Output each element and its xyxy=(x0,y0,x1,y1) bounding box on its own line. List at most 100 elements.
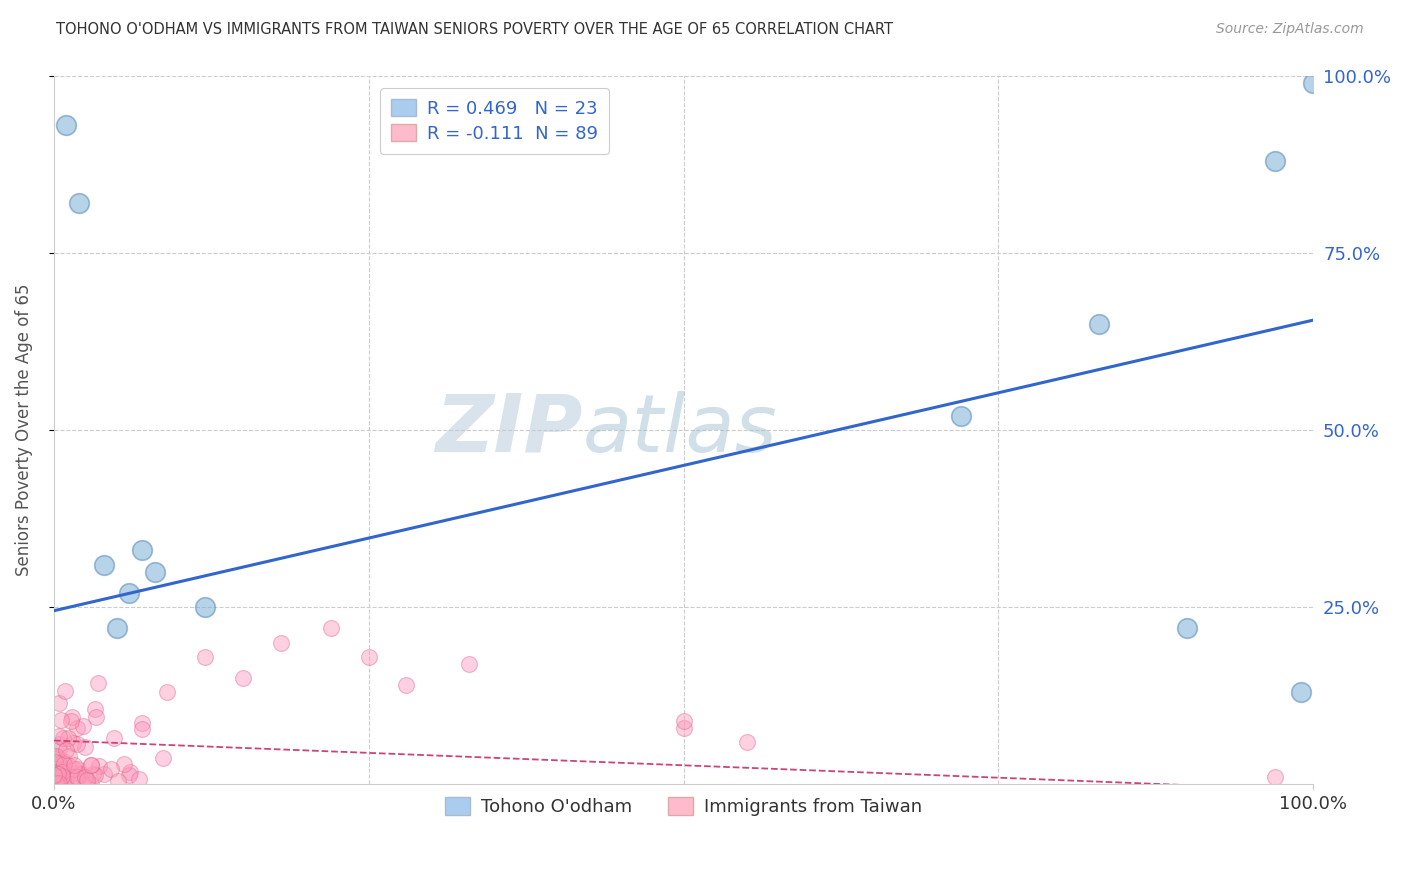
Point xyxy=(82,766,104,780)
Point xyxy=(48,742,70,756)
Point xyxy=(76,772,98,787)
Point xyxy=(118,764,141,779)
Point xyxy=(58,748,80,763)
Point xyxy=(67,196,90,211)
Point xyxy=(131,543,153,558)
Point xyxy=(53,776,76,790)
Point xyxy=(44,756,66,770)
Point xyxy=(949,409,972,423)
Point xyxy=(131,722,153,736)
Point xyxy=(51,774,73,789)
Point xyxy=(80,757,103,772)
Point xyxy=(44,763,66,777)
Point xyxy=(319,622,342,636)
Point xyxy=(80,777,103,791)
Point xyxy=(72,719,94,733)
Point xyxy=(44,775,66,789)
Point xyxy=(45,776,67,790)
Point xyxy=(48,776,70,790)
Point xyxy=(118,768,141,782)
Point xyxy=(48,770,70,784)
Point xyxy=(51,713,73,727)
Point xyxy=(114,757,136,772)
Point xyxy=(194,600,217,615)
Point xyxy=(48,729,70,743)
Point xyxy=(52,731,75,745)
Point xyxy=(73,770,96,784)
Point xyxy=(107,773,129,788)
Point xyxy=(735,735,758,749)
Text: TOHONO O'ODHAM VS IMMIGRANTS FROM TAIWAN SENIORS POVERTY OVER THE AGE OF 65 CORR: TOHONO O'ODHAM VS IMMIGRANTS FROM TAIWAN… xyxy=(56,22,893,37)
Point xyxy=(357,649,380,664)
Point xyxy=(42,768,65,782)
Legend: Tohono O'odham, Immigrants from Taiwan: Tohono O'odham, Immigrants from Taiwan xyxy=(436,789,931,825)
Text: atlas: atlas xyxy=(583,391,778,469)
Point xyxy=(48,757,70,772)
Point xyxy=(49,773,72,788)
Point xyxy=(1289,685,1312,699)
Point xyxy=(55,743,77,757)
Point xyxy=(52,774,75,789)
Point xyxy=(156,685,179,699)
Point xyxy=(44,748,66,763)
Point xyxy=(232,671,254,685)
Point xyxy=(672,714,695,728)
Point xyxy=(46,766,69,780)
Point xyxy=(66,738,89,752)
Point xyxy=(46,772,69,786)
Point xyxy=(70,766,93,780)
Point xyxy=(458,657,481,671)
Point xyxy=(48,737,70,751)
Point xyxy=(48,696,70,710)
Point xyxy=(52,756,75,771)
Point xyxy=(395,678,418,692)
Point xyxy=(52,754,75,768)
Point xyxy=(93,558,115,572)
Point xyxy=(1264,770,1286,784)
Point xyxy=(60,770,83,784)
Point xyxy=(118,586,141,600)
Point xyxy=(66,770,89,784)
Text: Source: ZipAtlas.com: Source: ZipAtlas.com xyxy=(1216,22,1364,37)
Point xyxy=(1264,153,1286,168)
Point xyxy=(270,635,292,649)
Y-axis label: Seniors Poverty Over the Age of 65: Seniors Poverty Over the Age of 65 xyxy=(15,284,32,576)
Point xyxy=(93,767,115,781)
Text: ZIP: ZIP xyxy=(436,391,583,469)
Point xyxy=(103,731,125,745)
Point xyxy=(194,649,217,664)
Point xyxy=(62,736,84,750)
Point xyxy=(51,769,73,783)
Point xyxy=(55,775,77,789)
Point xyxy=(152,751,174,765)
Point xyxy=(1088,317,1111,331)
Point xyxy=(86,709,108,723)
Point xyxy=(44,766,66,780)
Point xyxy=(672,721,695,735)
Point xyxy=(1175,622,1198,636)
Point xyxy=(60,710,83,724)
Point xyxy=(45,749,67,764)
Point xyxy=(62,762,84,776)
Point xyxy=(80,758,103,772)
Point xyxy=(46,777,69,791)
Point xyxy=(100,762,122,776)
Point xyxy=(46,749,69,764)
Point xyxy=(44,775,66,789)
Point xyxy=(73,740,96,755)
Point xyxy=(84,702,107,716)
Point xyxy=(62,758,84,772)
Point xyxy=(53,684,76,698)
Point xyxy=(131,715,153,730)
Point xyxy=(66,721,89,735)
Point xyxy=(87,759,110,773)
Point xyxy=(87,676,110,690)
Point xyxy=(128,772,150,787)
Point xyxy=(83,768,105,782)
Point xyxy=(66,766,89,780)
Point xyxy=(1302,76,1324,90)
Point xyxy=(58,731,80,746)
Point xyxy=(66,762,89,776)
Point xyxy=(105,622,128,636)
Point xyxy=(51,756,73,771)
